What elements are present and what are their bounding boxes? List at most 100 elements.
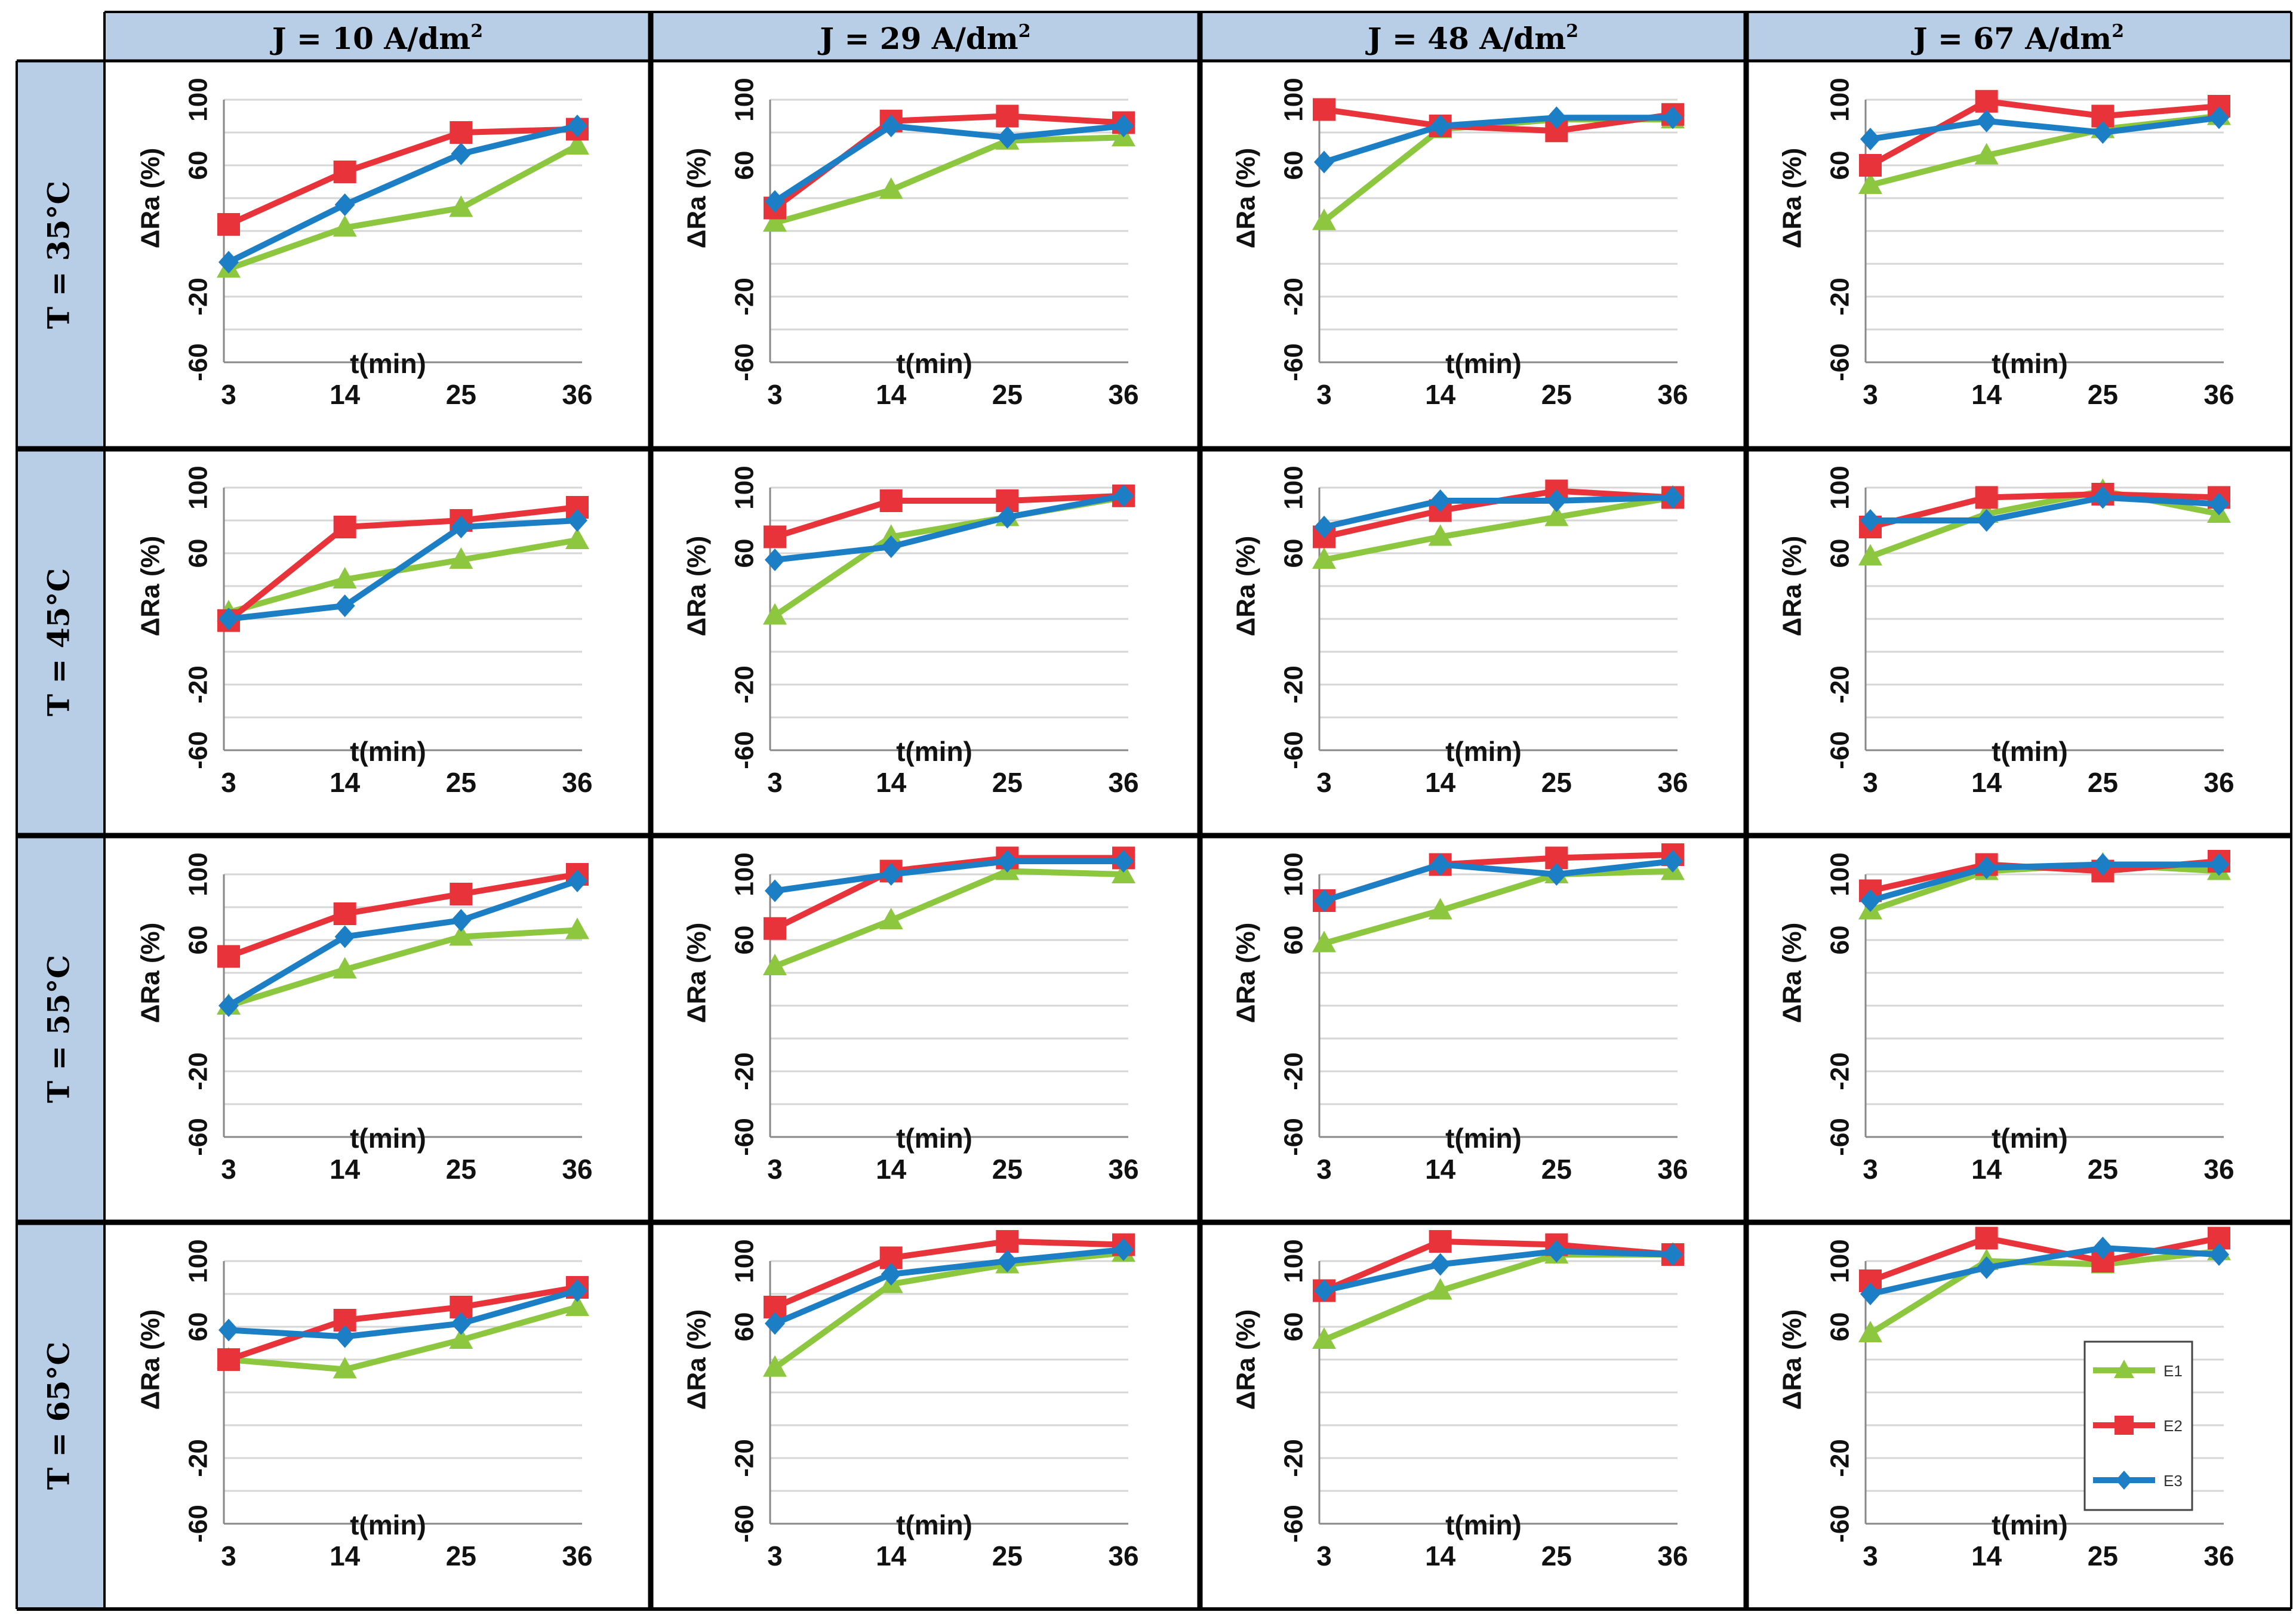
legend: E1 E2 E3 [2083, 1340, 2193, 1511]
x-axis-label: t(min) [896, 1509, 972, 1540]
point-E1 [763, 1355, 787, 1377]
y-tick-label: 60 [730, 151, 759, 180]
x-tick-label: 3 [1863, 1154, 1878, 1185]
x-tick-label: 36 [562, 379, 592, 410]
point-E1 [879, 177, 903, 199]
point-E3 [2209, 492, 2229, 516]
series-line-E3 [228, 517, 578, 622]
y-tick-label: -20 [184, 278, 213, 316]
y-tick-label: 60 [730, 1312, 759, 1342]
x-tick-label: 14 [1425, 1540, 1456, 1571]
y-axis-label: ΔRa (%) [1778, 923, 1807, 1024]
x-axis-label: t(min) [1445, 736, 1522, 767]
x-tick-label: 3 [767, 1154, 783, 1185]
chart-panel-7: -60 -20 60 100 ΔRa (%) 3 14 25 36 t(min) [1232, 466, 1688, 798]
x-tick-label: 3 [221, 767, 236, 798]
series-line-E3 [227, 878, 578, 1009]
point-E3 [765, 879, 785, 902]
point-E3 [334, 193, 355, 216]
y-axis-label: ΔRa (%) [682, 1309, 712, 1410]
x-tick-label: 25 [446, 379, 476, 410]
y-tick-label: -60 [1279, 343, 1309, 381]
y-tick-label: 60 [1826, 1312, 1855, 1342]
point-E3 [1663, 106, 1683, 130]
y-tick-label: -20 [184, 1052, 213, 1090]
y-tick-label: -20 [1826, 1052, 1855, 1090]
x-tick-label: 25 [992, 379, 1023, 410]
point-E1 [449, 547, 473, 569]
point-E1 [1312, 208, 1336, 230]
y-tick-label: 60 [730, 539, 759, 568]
series-line-E2 [1869, 98, 2220, 168]
y-axis-label: ΔRa (%) [682, 923, 712, 1024]
y-tick-label: -20 [730, 1439, 759, 1477]
chart-panel-6: -60 -20 60 100 ΔRa (%) 3 14 25 36 t(min) [682, 466, 1139, 798]
point-E2 [1975, 90, 1998, 113]
point-E3 [1546, 1240, 1567, 1263]
x-tick-label: 14 [1971, 1540, 2002, 1571]
point-E3 [997, 850, 1018, 873]
row-header-2: T = 45°C [41, 568, 76, 716]
point-E3 [1314, 889, 1334, 912]
x-tick-label: 36 [2203, 379, 2234, 410]
y-tick-label: 100 [1279, 78, 1309, 121]
point-E3 [1314, 1279, 1334, 1302]
x-tick-label: 36 [2203, 1154, 2234, 1185]
y-tick-label: -20 [730, 278, 759, 316]
chart-panel-5: -60 -20 60 100 ΔRa (%) 3 14 25 36 t(min) [136, 466, 593, 798]
point-E1 [333, 567, 357, 588]
y-tick-label: -20 [1279, 278, 1309, 316]
point-E3 [2092, 1237, 2113, 1259]
y-tick-label: 60 [1826, 151, 1855, 180]
grid-frame [16, 11, 2292, 1611]
x-tick-label: 14 [1971, 1154, 2002, 1185]
point-E3 [1314, 150, 1334, 174]
y-tick-label: -60 [730, 343, 759, 381]
point-E1 [565, 1295, 589, 1316]
point-E1 [565, 528, 589, 549]
chart-panel-15: -60 -20 60 100 ΔRa (%) 3 14 25 36 t(min) [1232, 1230, 1688, 1571]
point-E3 [218, 608, 239, 630]
x-tick-label: 3 [1863, 1540, 1878, 1571]
point-E3 [451, 1312, 472, 1335]
series-line-E2 [1324, 106, 1673, 134]
y-axis-label: ΔRa (%) [1778, 536, 1807, 637]
point-E3 [2092, 486, 2113, 509]
y-tick-label: 60 [1826, 539, 1855, 568]
x-tick-label: 14 [330, 1540, 361, 1571]
point-E2 [450, 121, 473, 144]
series-line-E2 [1869, 491, 2220, 530]
x-axis-label: t(min) [350, 1123, 426, 1154]
y-tick-label: 100 [1826, 1239, 1855, 1283]
series-line-E2 [226, 504, 578, 623]
y-axis-label: ΔRa (%) [136, 923, 165, 1024]
point-E2 [217, 1348, 240, 1371]
series-line-E1 [1869, 1248, 2220, 1336]
point-E3 [2209, 1243, 2229, 1266]
y-tick-label: 60 [1279, 539, 1309, 568]
point-E3 [1860, 1283, 1880, 1305]
x-tick-label: 14 [1425, 379, 1456, 410]
x-tick-label: 25 [446, 767, 476, 798]
series-line-E1 [774, 868, 1124, 969]
y-tick-label: -20 [1826, 278, 1855, 316]
series-line-E3 [774, 492, 1124, 563]
point-E2 [1975, 1226, 1998, 1250]
point-E2 [450, 883, 473, 905]
y-axis-label: ΔRa (%) [682, 148, 712, 249]
point-E3 [1113, 115, 1134, 137]
chart-panel-14: -60 -20 60 100 ΔRa (%) 3 14 25 36 t(min) [682, 1230, 1139, 1571]
series-line-E1 [1322, 116, 1673, 224]
y-tick-label: 100 [730, 78, 759, 121]
x-tick-label: 36 [562, 1154, 592, 1185]
series-line-E1 [773, 1250, 1124, 1370]
column-header-2: J = 29 A/dm2 [817, 21, 1030, 56]
x-tick-label: 3 [767, 767, 783, 798]
point-E1 [1312, 1327, 1336, 1349]
series-line-E3 [228, 1287, 578, 1340]
x-axis-label: t(min) [1445, 1123, 1522, 1154]
column-header-text: J = 29 A/dm [817, 21, 1018, 56]
y-tick-label: 60 [184, 539, 213, 568]
column-header-3: J = 48 A/dm2 [1365, 21, 1578, 56]
x-tick-label: 25 [2088, 1540, 2118, 1571]
